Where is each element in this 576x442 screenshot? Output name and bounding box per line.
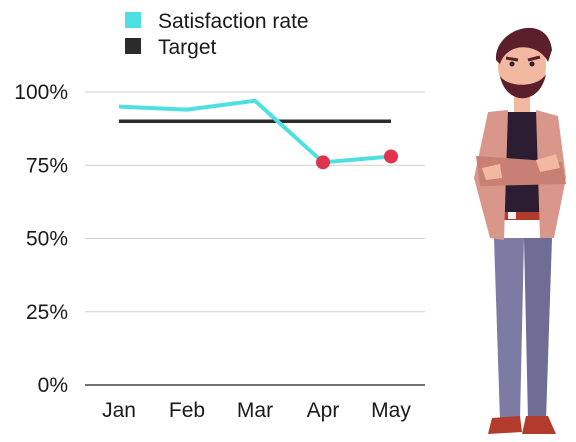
legend-swatch-target xyxy=(125,38,141,54)
left-shoe xyxy=(488,416,522,434)
man-arms-crossed-icon xyxy=(474,27,566,434)
y-gridlines xyxy=(85,91,425,386)
right-eye xyxy=(529,61,535,67)
y-axis: 0% 25% 50% 75% 100% xyxy=(14,81,68,397)
hair xyxy=(495,27,552,64)
x-tick-label: May xyxy=(371,399,411,422)
left-leg xyxy=(494,238,524,420)
beard xyxy=(500,74,546,99)
hand-left xyxy=(536,154,560,172)
series-line-satisfaction xyxy=(118,98,392,165)
legend-swatch-satisfaction xyxy=(125,12,141,28)
right-shoe xyxy=(522,416,556,434)
highlight-point xyxy=(384,149,398,164)
highlight-point xyxy=(316,155,330,170)
x-tick-label: Mar xyxy=(237,399,273,422)
left-eye xyxy=(509,61,515,67)
x-tick-label: Feb xyxy=(169,399,205,422)
y-tick-label: 50% xyxy=(26,228,68,251)
y-tick-label: 0% xyxy=(38,374,68,397)
y-tick-label: 100% xyxy=(14,81,68,104)
highlight-points xyxy=(316,149,398,170)
eyebrows xyxy=(505,55,541,62)
belt xyxy=(500,210,550,220)
right-leg xyxy=(524,238,552,420)
legend-label-target: Target xyxy=(158,36,217,59)
legend: Satisfaction rate Target xyxy=(125,10,309,59)
series-lines xyxy=(118,98,392,165)
legend-label-satisfaction: Satisfaction rate xyxy=(158,10,309,33)
x-tick-label: Jan xyxy=(102,399,136,422)
belt-buckle xyxy=(508,211,516,219)
x-tick-label: Apr xyxy=(307,399,340,422)
y-tick-label: 75% xyxy=(26,154,68,177)
x-axis: Jan Feb Mar Apr May xyxy=(102,399,411,422)
y-tick-label: 25% xyxy=(26,301,68,324)
face xyxy=(498,36,546,96)
hand-right xyxy=(482,164,502,180)
